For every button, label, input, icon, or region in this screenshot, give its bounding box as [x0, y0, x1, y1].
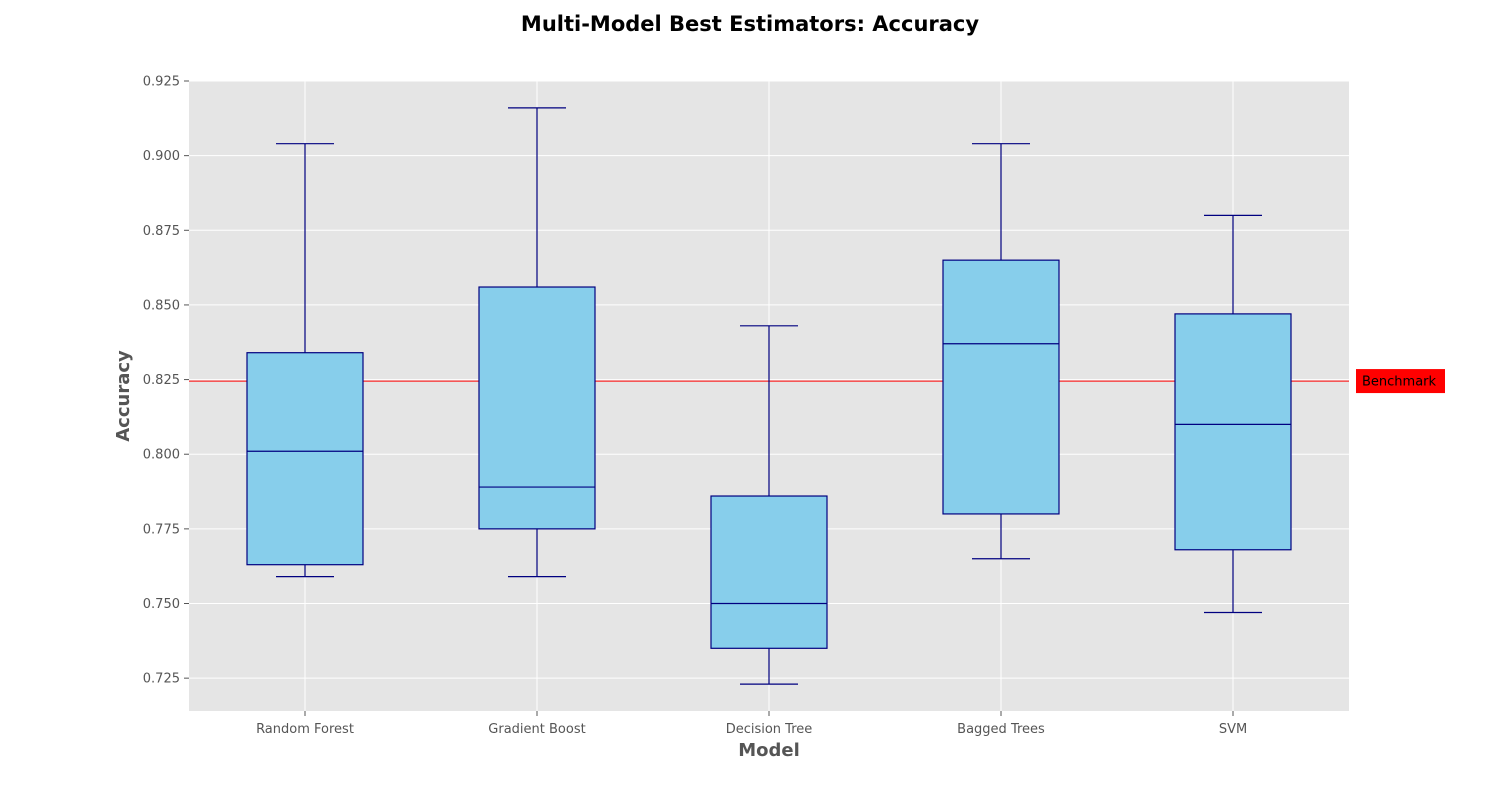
box-gradient-boost [478, 107, 596, 578]
box-body [710, 495, 828, 649]
y-tick-label: 0.850 [143, 298, 180, 313]
x-tick-label: Random Forest [256, 722, 354, 737]
boxes [246, 107, 1292, 685]
y-tick-label: 0.725 [143, 672, 180, 687]
box-body [942, 259, 1060, 515]
y-tick-label: 0.925 [143, 75, 180, 90]
y-tick-label: 0.875 [143, 224, 180, 239]
chart-title: Multi-Model Best Estimators: Accuracy [520, 12, 980, 36]
y-axis-label: Accuracy [113, 350, 134, 442]
x-axis-ticks: Random Forest Gradient Boost Decision Tree… [256, 711, 1247, 737]
benchmark-label-text: Benchmark [1362, 375, 1437, 390]
box-svm [1174, 214, 1292, 614]
x-axis-label: Model [738, 740, 800, 761]
y-axis-ticks: 0.725 0.750 0.775 0.800 0.825 0.850 0.875 0.900… [143, 75, 189, 687]
x-tick-label: Bagged Trees [957, 722, 1045, 737]
y-tick-label: 0.800 [143, 448, 180, 463]
x-tick-label: Gradient Boost [488, 722, 585, 737]
box-bagged-trees [942, 143, 1060, 560]
y-tick-label: 0.775 [143, 522, 180, 537]
x-tick-label: Decision Tree [726, 722, 813, 737]
box-random-forest [246, 143, 364, 578]
benchmark-label: Benchmark [1356, 369, 1445, 394]
y-tick-label: 0.825 [143, 373, 180, 388]
y-tick-label: 0.900 [143, 149, 180, 164]
y-tick-label: 0.750 [143, 597, 180, 612]
box-decision-tree [710, 325, 828, 685]
box-body [1174, 313, 1292, 551]
x-tick-label: SVM [1219, 722, 1247, 737]
benchmark-label-background [1356, 369, 1445, 394]
box-body [246, 352, 364, 566]
box-body [478, 286, 596, 530]
